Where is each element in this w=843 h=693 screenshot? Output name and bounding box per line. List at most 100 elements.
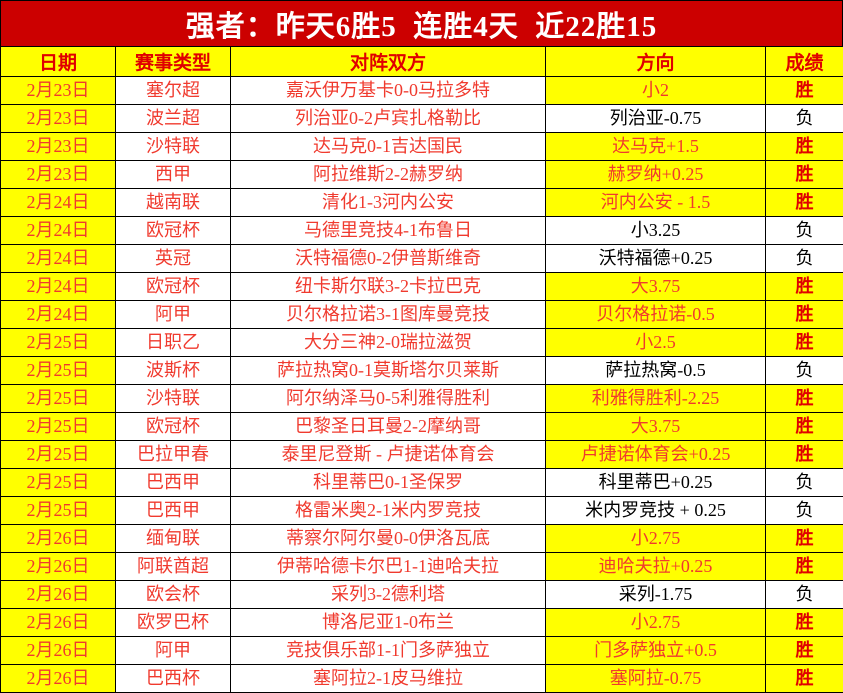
direction-cell: 利雅得胜利-2.25: [545, 384, 766, 413]
result-cell: 胜: [765, 412, 843, 441]
table-row: 2月25日 沙特联 阿尔纳泽马0-5利雅得胜利 利雅得胜利-2.25 胜: [0, 384, 843, 413]
match-cell: 蒂察尔阿尔曼0-0伊洛瓦底: [230, 524, 546, 553]
direction-cell: 迪哈夫拉+0.25: [545, 552, 766, 581]
league-cell: 欧冠杯: [115, 216, 231, 245]
results-table: 日期 赛事类型 对阵双方 方向 成绩 2月23日 塞尔超 嘉沃伊万基卡0-0马拉多特…: [0, 46, 843, 693]
league-cell: 缅甸联: [115, 524, 231, 553]
result-cell: 胜: [765, 552, 843, 581]
result-cell: 负: [765, 216, 843, 245]
table-row: 2月24日 越南联 清化1-3河内公安 河内公安 - 1.5 胜: [0, 188, 843, 217]
table-row: 2月25日 巴西甲 格雷米奥2-1米内罗竞技 米内罗竞技 + 0.25 负: [0, 496, 843, 525]
match-cell: 清化1-3河内公安: [230, 188, 546, 217]
table-row: 2月24日 欧冠杯 马德里竞技4-1布鲁日 小3.25 负: [0, 216, 843, 245]
table-row: 2月23日 塞尔超 嘉沃伊万基卡0-0马拉多特 小2 胜: [0, 76, 843, 105]
result-cell: 负: [765, 468, 843, 497]
date-cell: 2月24日: [0, 300, 116, 329]
match-cell: 沃特福德0-2伊普斯维奇: [230, 244, 546, 273]
result-cell: 胜: [765, 636, 843, 665]
date-cell: 2月26日: [0, 524, 116, 553]
result-cell: 胜: [765, 160, 843, 189]
header-result: 成绩: [765, 46, 843, 77]
match-cell: 列治亚0-2卢宾扎格勒比: [230, 104, 546, 133]
table-row: 2月23日 波兰超 列治亚0-2卢宾扎格勒比 列治亚-0.75 负: [0, 104, 843, 133]
table-row: 2月25日 日职乙 大分三神2-0瑞拉滋贺 小2.5 胜: [0, 328, 843, 357]
header-date: 日期: [0, 46, 116, 77]
league-cell: 波兰超: [115, 104, 231, 133]
match-cell: 塞阿拉2-1皮马维拉: [230, 664, 546, 693]
match-cell: 阿拉维斯2-2赫罗纳: [230, 160, 546, 189]
league-cell: 欧冠杯: [115, 272, 231, 301]
table-row: 2月24日 英冠 沃特福德0-2伊普斯维奇 沃特福德+0.25 负: [0, 244, 843, 273]
date-cell: 2月26日: [0, 608, 116, 637]
direction-cell: 科里蒂巴+0.25: [545, 468, 766, 497]
direction-cell: 小2.5: [545, 328, 766, 357]
date-cell: 2月24日: [0, 244, 116, 273]
league-cell: 欧罗巴杯: [115, 608, 231, 637]
date-cell: 2月24日: [0, 272, 116, 301]
date-cell: 2月23日: [0, 160, 116, 189]
result-cell: 负: [765, 356, 843, 385]
direction-cell: 河内公安 - 1.5: [545, 188, 766, 217]
match-cell: 马德里竞技4-1布鲁日: [230, 216, 546, 245]
date-cell: 2月26日: [0, 636, 116, 665]
date-cell: 2月26日: [0, 552, 116, 581]
table-row: 2月25日 巴西甲 科里蒂巴0-1圣保罗 科里蒂巴+0.25 负: [0, 468, 843, 497]
direction-cell: 卢捷诺体育会+0.25: [545, 440, 766, 469]
result-cell: 负: [765, 244, 843, 273]
league-cell: 欧冠杯: [115, 412, 231, 441]
direction-cell: 门多萨独立+0.5: [545, 636, 766, 665]
league-cell: 阿甲: [115, 300, 231, 329]
league-cell: 沙特联: [115, 132, 231, 161]
date-cell: 2月25日: [0, 328, 116, 357]
match-cell: 达马克0-1吉达国民: [230, 132, 546, 161]
direction-cell: 萨拉热窝-0.5: [545, 356, 766, 385]
table-row: 2月26日 欧会杯 采列3-2德利塔 采列-1.75 负: [0, 580, 843, 609]
match-cell: 采列3-2德利塔: [230, 580, 546, 609]
result-cell: 胜: [765, 384, 843, 413]
direction-cell: 大3.75: [545, 272, 766, 301]
header-match: 对阵双方: [230, 46, 546, 77]
direction-cell: 米内罗竞技 + 0.25: [545, 496, 766, 525]
direction-cell: 小2.75: [545, 608, 766, 637]
match-cell: 阿尔纳泽马0-5利雅得胜利: [230, 384, 546, 413]
match-cell: 博洛尼亚1-0布兰: [230, 608, 546, 637]
league-cell: 塞尔超: [115, 76, 231, 105]
direction-cell: 采列-1.75: [545, 580, 766, 609]
date-cell: 2月23日: [0, 76, 116, 105]
direction-cell: 塞阿拉-0.75: [545, 664, 766, 693]
league-cell: 西甲: [115, 160, 231, 189]
direction-cell: 大3.75: [545, 412, 766, 441]
match-cell: 大分三神2-0瑞拉滋贺: [230, 328, 546, 357]
table-row: 2月24日 阿甲 贝尔格拉诺3-1图库曼竞技 贝尔格拉诺-0.5 胜: [0, 300, 843, 329]
table-row: 2月25日 欧冠杯 巴黎圣日耳曼2-2摩纳哥 大3.75 胜: [0, 412, 843, 441]
match-cell: 竞技俱乐部1-1门多萨独立: [230, 636, 546, 665]
date-cell: 2月26日: [0, 580, 116, 609]
date-cell: 2月25日: [0, 412, 116, 441]
result-cell: 胜: [765, 272, 843, 301]
date-cell: 2月26日: [0, 664, 116, 693]
result-cell: 胜: [765, 132, 843, 161]
date-cell: 2月23日: [0, 104, 116, 133]
direction-cell: 达马克+1.5: [545, 132, 766, 161]
table-row: 2月25日 波斯杯 萨拉热窝0-1莫斯塔尔贝莱斯 萨拉热窝-0.5 负: [0, 356, 843, 385]
date-cell: 2月25日: [0, 440, 116, 469]
result-cell: 胜: [765, 300, 843, 329]
match-cell: 巴黎圣日耳曼2-2摩纳哥: [230, 412, 546, 441]
league-cell: 波斯杯: [115, 356, 231, 385]
table-row: 2月24日 欧冠杯 纽卡斯尔联3-2卡拉巴克 大3.75 胜: [0, 272, 843, 301]
result-cell: 胜: [765, 76, 843, 105]
page-title: 强者：昨天6胜5 连胜4天 近22胜15: [0, 0, 843, 46]
league-cell: 欧会杯: [115, 580, 231, 609]
table-header: 日期 赛事类型 对阵双方 方向 成绩: [0, 46, 843, 77]
match-cell: 嘉沃伊万基卡0-0马拉多特: [230, 76, 546, 105]
header-direction: 方向: [545, 46, 766, 77]
result-cell: 胜: [765, 188, 843, 217]
match-cell: 萨拉热窝0-1莫斯塔尔贝莱斯: [230, 356, 546, 385]
result-cell: 胜: [765, 524, 843, 553]
header-league: 赛事类型: [115, 46, 231, 77]
direction-cell: 贝尔格拉诺-0.5: [545, 300, 766, 329]
league-cell: 巴拉甲春: [115, 440, 231, 469]
league-cell: 日职乙: [115, 328, 231, 357]
league-cell: 巴西甲: [115, 496, 231, 525]
